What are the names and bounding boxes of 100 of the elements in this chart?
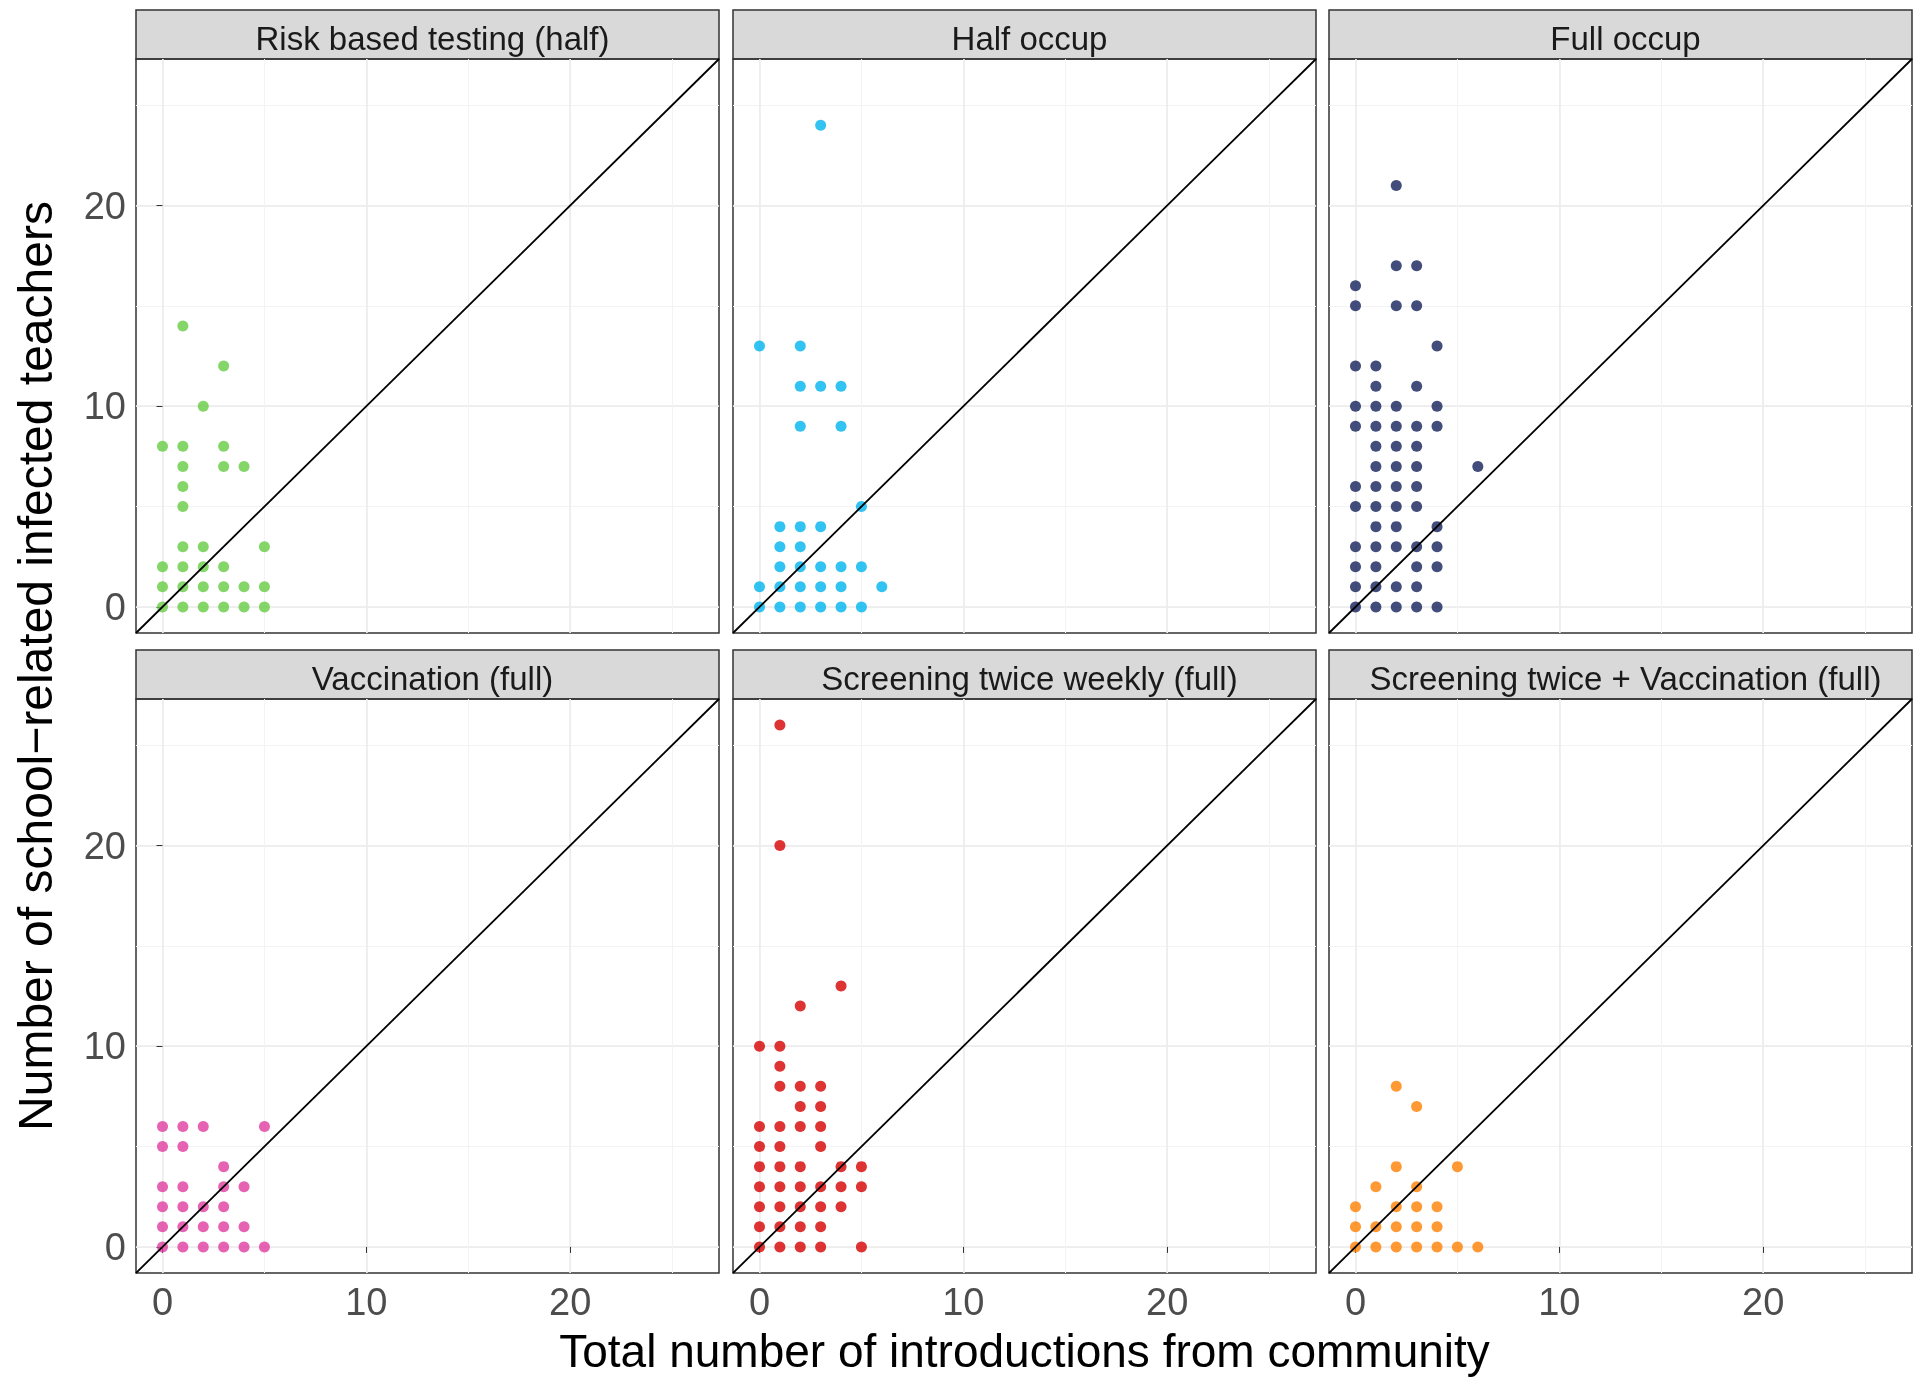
chart-title: Screening twice + Vaccination (full)	[1369, 660, 1882, 697]
point	[794, 601, 806, 613]
point	[258, 1120, 270, 1132]
point	[177, 440, 189, 452]
point	[815, 561, 827, 573]
point	[238, 601, 250, 613]
point	[1350, 1221, 1361, 1233]
point	[1370, 1241, 1382, 1253]
point	[774, 1201, 786, 1213]
point	[1431, 1241, 1443, 1253]
point	[1431, 541, 1443, 553]
x-tick-label: 10	[942, 1281, 985, 1323]
point	[1370, 360, 1382, 372]
point	[1411, 601, 1423, 613]
point	[835, 1201, 847, 1213]
point	[1350, 480, 1361, 492]
point	[258, 601, 270, 613]
point	[1431, 1221, 1443, 1233]
point	[177, 460, 189, 472]
point	[774, 1161, 786, 1173]
point	[1451, 1241, 1463, 1253]
point	[238, 460, 250, 472]
point	[855, 601, 867, 613]
point	[197, 541, 209, 553]
point	[177, 480, 189, 492]
point	[774, 1141, 786, 1153]
point	[177, 1141, 189, 1153]
x-axis-title: Total number of introductions from community	[559, 1324, 1490, 1377]
point	[197, 581, 209, 593]
point	[238, 1241, 250, 1253]
point	[855, 1161, 867, 1173]
point	[1411, 1221, 1423, 1233]
point	[1472, 1241, 1484, 1253]
point	[1472, 460, 1484, 472]
point	[794, 521, 806, 533]
point	[835, 420, 847, 432]
point	[258, 1241, 270, 1253]
point	[157, 440, 168, 452]
point	[794, 581, 806, 593]
point	[1350, 420, 1361, 432]
point	[1411, 460, 1423, 472]
point	[1390, 581, 1402, 593]
point	[1411, 420, 1423, 432]
y-tick-label: 10	[83, 1025, 126, 1068]
point	[1431, 601, 1443, 613]
point	[1390, 260, 1402, 272]
point	[794, 1120, 806, 1132]
point	[1350, 541, 1361, 553]
point	[815, 1241, 827, 1253]
chart-title: Full occup	[1550, 20, 1701, 57]
point	[815, 1100, 827, 1112]
point	[794, 1181, 806, 1193]
chart-title: Vaccination (full)	[311, 660, 554, 697]
point	[1411, 581, 1423, 593]
point	[218, 601, 230, 613]
point	[1411, 380, 1423, 392]
point	[177, 1201, 189, 1213]
point	[1370, 420, 1382, 432]
point	[794, 340, 806, 352]
point	[855, 1241, 867, 1253]
point	[177, 501, 189, 513]
point	[815, 521, 827, 533]
point	[876, 581, 888, 593]
point	[1390, 400, 1402, 412]
y-tick-label: 10	[83, 385, 126, 428]
point	[177, 1120, 189, 1132]
point	[754, 1181, 765, 1193]
point	[197, 601, 209, 613]
point	[177, 320, 189, 332]
point	[177, 561, 189, 573]
point	[218, 460, 230, 472]
point	[794, 1241, 806, 1253]
point	[815, 581, 827, 593]
point	[815, 1080, 827, 1092]
y-axis-title: Number of school−related infected teachers	[7, 201, 63, 1131]
point	[794, 1221, 806, 1233]
point	[1370, 480, 1382, 492]
point	[1390, 1221, 1402, 1233]
point	[258, 541, 270, 553]
point	[197, 400, 209, 412]
point	[1390, 501, 1402, 513]
point	[1370, 1181, 1382, 1193]
point	[1350, 581, 1361, 593]
point	[218, 440, 230, 452]
point	[794, 1161, 806, 1173]
point	[197, 1221, 209, 1233]
point	[794, 1080, 806, 1092]
point	[1390, 1161, 1402, 1173]
point	[1431, 420, 1443, 432]
point	[815, 1141, 827, 1153]
point	[1390, 420, 1402, 432]
point	[774, 1241, 786, 1253]
point	[238, 1221, 250, 1233]
point	[1411, 1201, 1423, 1213]
point	[754, 340, 765, 352]
point	[835, 601, 847, 613]
point	[1431, 340, 1443, 352]
point	[1390, 300, 1402, 312]
point	[157, 1120, 168, 1132]
point	[774, 1080, 786, 1092]
